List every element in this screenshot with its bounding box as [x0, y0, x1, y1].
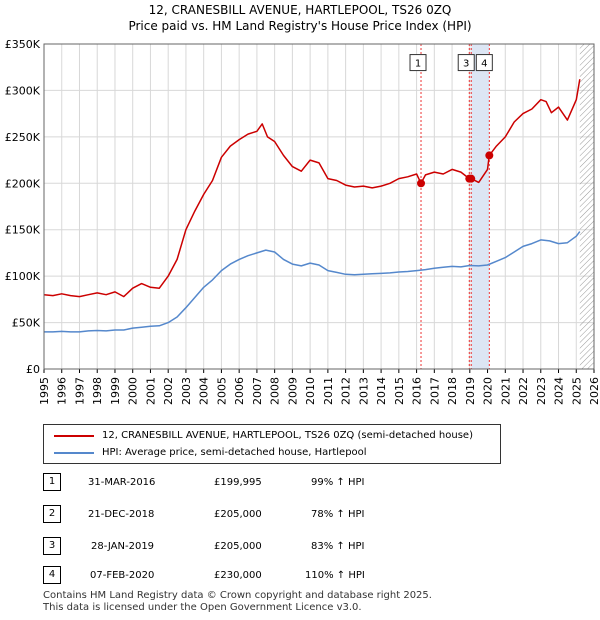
plot-frame [43, 43, 595, 370]
x-tick-label: 2018 [446, 377, 459, 405]
x-tick-label: 1998 [91, 377, 104, 405]
sale-point-3 [467, 174, 476, 183]
y-tick-label: £100K [5, 270, 41, 283]
x-tick-label: 2003 [180, 377, 193, 405]
y-tick-label: £200K [5, 177, 41, 190]
property-price-line [43, 79, 581, 298]
row-date: 07-FEB-2020 [90, 570, 155, 581]
row-price: £205,000 [214, 509, 262, 520]
y-tick-label: £50K [12, 317, 41, 330]
x-tick-label: 2009 [286, 377, 299, 405]
x-tick-label: 2001 [144, 377, 157, 405]
row-marker-badge: 1 [43, 473, 61, 491]
x-tick-label: 1995 [38, 377, 51, 405]
sale-period-shade [471, 44, 490, 369]
x-tick-label: 2010 [304, 377, 317, 405]
x-tick-label: 2011 [322, 377, 335, 405]
marker-label-3: 3 [463, 59, 469, 70]
row-hpi-change: 78% ↑ HPI [311, 509, 365, 520]
price-chart: 1 3 4 £0 £50K £100K £150K £200K £250K £300K £350K… [5, 38, 600, 405]
row-marker-badge: 2 [43, 505, 61, 523]
hpi-line [44, 231, 581, 333]
x-tick-label: 1996 [56, 377, 69, 405]
chart-title: 12, CRANESBILL AVENUE, HARTLEPOOL, TS26 … [148, 3, 452, 17]
x-tick-label: 2002 [162, 377, 175, 405]
row-price: £230,000 [214, 570, 262, 581]
sale-point-4 [485, 151, 494, 160]
marker-label-box-1 [409, 54, 427, 72]
x-tick-label: 2024 [553, 377, 566, 405]
sale-point-1 [417, 179, 426, 188]
x-tick-label: 2008 [269, 377, 282, 405]
x-tick-label: 2021 [499, 377, 512, 405]
row-marker-badge: 4 [43, 566, 61, 584]
x-tick-label: 2017 [428, 377, 441, 405]
legend: 12, CRANESBILL AVENUE, HARTLEPOOL, TS26 … [43, 424, 501, 464]
x-tick-label: 2013 [357, 377, 370, 405]
footer: Contains HM Land Registry data © Crown c… [43, 590, 432, 614]
marker-label-box-3 [457, 54, 475, 72]
x-tick-label: 2020 [482, 377, 495, 405]
x-tick-label: 2004 [198, 377, 211, 405]
future-hatch [579, 44, 594, 369]
x-tick-label: 2012 [340, 377, 353, 405]
y-tick-label: £250K [5, 131, 41, 144]
y-tick-label: £300K [5, 84, 41, 97]
x-tick-label: 2025 [570, 377, 583, 405]
x-tick-label: 2023 [535, 377, 548, 405]
legend-label-hpi: HPI: Average price, semi-detached house,… [102, 447, 367, 458]
x-tick-label: 2016 [411, 377, 424, 405]
x-tick-label: 2019 [464, 377, 477, 405]
row-price: £199,995 [214, 477, 262, 488]
x-tick-label: 2014 [375, 377, 388, 405]
marker-label-1: 1 [415, 59, 421, 70]
footer-copyright: Contains HM Land Registry data © Crown c… [43, 590, 432, 601]
x-tick-label: 1997 [73, 377, 86, 405]
marker-label-4: 4 [481, 59, 487, 70]
row-date: 28-JAN-2019 [91, 541, 155, 552]
x-tick-label: 2006 [233, 377, 246, 405]
footer-licence: This data is licensed under the Open Gov… [43, 602, 362, 613]
y-tick-label: £150K [5, 224, 41, 237]
x-tick-label: 2022 [517, 377, 530, 405]
legend-swatch-hpi [54, 452, 94, 454]
x-tick-label: 2000 [127, 377, 140, 405]
legend-swatch-property [54, 435, 94, 437]
x-tick-label: 2026 [588, 377, 600, 405]
x-tick-label: 2005 [215, 377, 228, 405]
y-tick-label: £0 [26, 363, 40, 376]
row-date: 31-MAR-2016 [88, 477, 156, 488]
chart-subtitle: Price paid vs. HM Land Registry's House … [128, 19, 472, 33]
x-tick-label: 2015 [393, 377, 406, 405]
row-hpi-change: 110% ↑ HPI [305, 570, 365, 581]
row-date: 21-DEC-2018 [88, 509, 155, 520]
y-tick-label: £350K [5, 38, 41, 51]
row-marker-badge: 3 [43, 537, 61, 555]
row-hpi-change: 99% ↑ HPI [311, 477, 365, 488]
row-hpi-change: 83% ↑ HPI [311, 541, 365, 552]
row-price: £205,000 [214, 541, 262, 552]
legend-label-property: 12, CRANESBILL AVENUE, HARTLEPOOL, TS26 … [102, 430, 473, 441]
x-tick-label: 1999 [109, 377, 122, 405]
marker-label-box-4 [475, 54, 493, 72]
x-tick-label: 2007 [251, 377, 264, 405]
